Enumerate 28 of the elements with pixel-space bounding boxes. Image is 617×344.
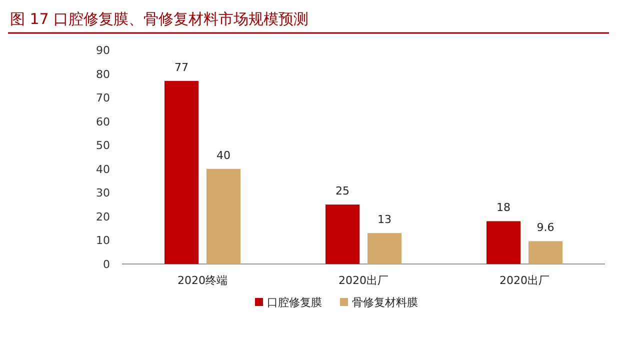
y-tick-label: 50 [96, 139, 110, 152]
bar [528, 241, 562, 264]
bar [486, 221, 520, 264]
x-tick-label: 2020出厂 [500, 274, 550, 287]
bar [326, 204, 360, 264]
y-tick-label: 0 [103, 258, 110, 271]
data-label: 9.6 [536, 221, 554, 234]
title: 图 17 口腔修复膜、骨修复材料市场规模预测 [10, 10, 309, 28]
y-tick-label: 80 [96, 68, 110, 81]
y-tick-label: 40 [96, 162, 110, 176]
y-tick-label: 70 [96, 92, 110, 105]
data-label: 77 [174, 60, 188, 74]
data-label: 13 [378, 213, 392, 226]
legend-label: 口腔修复膜 [267, 296, 322, 309]
data-label: 40 [216, 148, 230, 162]
bar [164, 80, 198, 264]
y-tick-label: 30 [96, 186, 110, 200]
y-tick-label: 10 [96, 234, 110, 248]
data-label: 18 [496, 201, 510, 214]
data-label: 25 [336, 184, 350, 198]
x-tick-label: 2020出厂 [338, 274, 388, 287]
y-tick-label: 20 [96, 210, 110, 224]
legend-label: 骨修复材料膜 [352, 296, 418, 309]
y-tick-label: 60 [96, 115, 110, 128]
y-tick-label: 90 [96, 44, 110, 57]
bar [368, 233, 402, 264]
x-tick-label: 2020终端 [178, 274, 228, 287]
bar [206, 168, 240, 264]
